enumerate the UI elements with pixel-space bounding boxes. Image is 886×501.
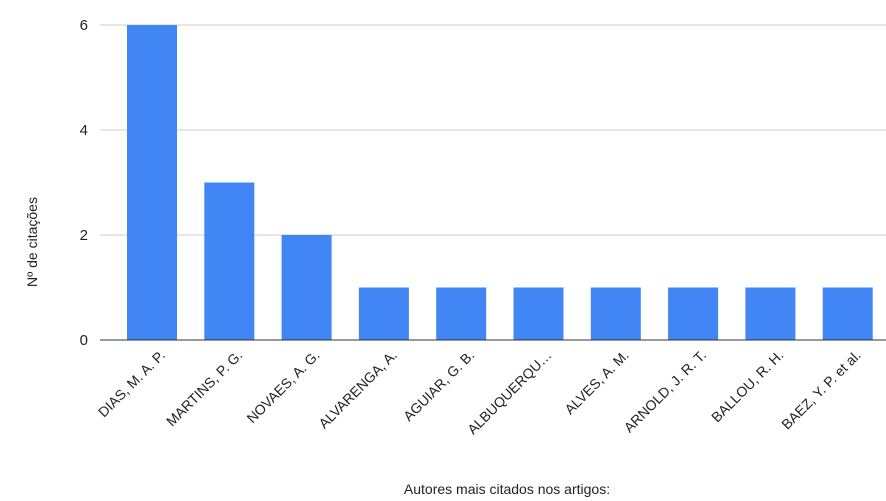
x-tick-label-5: AGUIAR, G. B. [400,347,477,424]
x-tick-label-1: DIAS, M. A. P. [95,347,168,420]
bar-10 [822,287,873,340]
bar-7 [590,287,641,340]
x-axis-title: Autores mais citados nos artigos: [404,481,610,497]
x-tick-label-8: ARNOLD, J. R. T. [621,347,710,436]
x-tick-label-4: ALVARENGA, A. [315,347,400,432]
bar-2 [204,182,255,340]
y-tick-label-4: 4 [80,122,88,139]
y-tick-label-0: 0 [80,332,88,349]
bar-5 [436,287,487,340]
x-axis-ticks: DIAS, M. A. P.MARTINS, P. G.NOVAES, A. G… [95,347,864,438]
x-tick-label-7: ALVES, A. M. [561,347,632,418]
y-axis-title: Nº de citações [24,197,40,287]
x-tick-label-6: ALBUQUERQU… [464,347,555,438]
bar-3 [281,235,332,340]
x-tick-label-2: MARTINS, P. G. [163,347,245,429]
y-axis-ticks: 0 2 4 6 [80,17,88,349]
x-tick-label-10: BAEZ, Y. P. et al. [778,347,864,433]
bar-4 [358,287,409,340]
bar-1 [127,25,177,340]
bar-9 [745,287,796,340]
bar-8 [668,287,719,340]
x-tick-label-3: NOVAES, A. G. [243,347,322,426]
y-tick-label-2: 2 [80,227,88,244]
x-tick-label-9: BALLOU, R. H. [708,347,786,425]
bar-6 [513,287,564,340]
y-tick-label-6: 6 [80,17,88,34]
bars [127,25,873,340]
